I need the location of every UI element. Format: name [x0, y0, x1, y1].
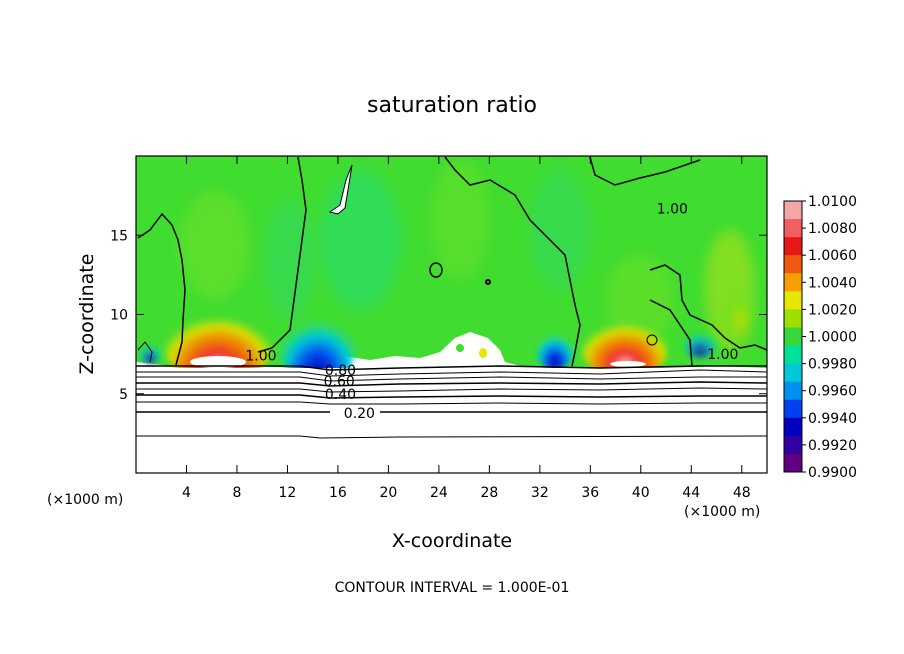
colorbar-label: 0.9980: [808, 357, 857, 373]
colorbar-label: 1.0020: [808, 302, 857, 318]
colorbar-swatch: [784, 255, 802, 274]
x-tick-label: 40: [632, 485, 650, 501]
y-tick-label: 15: [110, 228, 128, 244]
colorbar-swatch: [784, 381, 802, 401]
colorbar-swatch: [784, 201, 802, 220]
colorbar: 1.0100 1.0080 1.0060 1.0040 1.0020 1.0000 0.99…: [783, 194, 857, 481]
colorbar-swatch: [784, 399, 802, 419]
x-tick-label: 32: [531, 485, 549, 501]
colorbar-label: 0.9920: [808, 438, 857, 454]
colorbar-label: 1.0000: [808, 330, 857, 346]
colorbar-label: 0.9900: [808, 465, 857, 481]
contour-label: 1.00: [657, 201, 688, 217]
colorbar-swatch: [784, 453, 802, 473]
colorbar-label: 1.0040: [808, 275, 857, 291]
contour-label: 0.80: [325, 363, 356, 379]
x-tick-label: 48: [733, 485, 751, 501]
x-ticks: 4 8 12 16 20 24 28 32 36 40 44 48: [182, 156, 751, 501]
colorbar-swatch: [784, 327, 802, 347]
contour-label: 1.00: [707, 347, 738, 363]
contour-label: 0.40: [325, 387, 356, 403]
saturation-field: [136, 156, 767, 473]
y-tick-label: 10: [110, 308, 128, 324]
colorbar-swatch: [784, 345, 802, 365]
colorbar-label: 0.9940: [808, 411, 857, 427]
y-axis-label: Z-coordinate: [76, 254, 98, 375]
x-tick-label: 44: [682, 485, 700, 501]
colorbar-swatch: [784, 417, 802, 437]
x-unit-right: (×1000 m): [684, 504, 760, 520]
contour-label: 0.20: [344, 406, 375, 422]
colorbar-swatch: [784, 309, 802, 328]
contour-labels: 1.00 1.00 1.00 0.800.600.40 0.20: [245, 201, 738, 421]
x-tick-label: 12: [279, 485, 297, 501]
colorbar-swatch: [784, 291, 802, 310]
x-tick-label: 16: [329, 485, 347, 501]
colorbar-label: 1.0060: [808, 248, 857, 264]
x-axis-label: X-coordinate: [392, 530, 512, 552]
contour-label: 1.00: [245, 349, 276, 365]
x-tick-label: 24: [430, 485, 448, 501]
colorbar-label: 1.0100: [808, 194, 857, 210]
colorbar-swatch: [784, 237, 802, 256]
x-tick-label: 36: [581, 485, 599, 501]
colorbar-swatch: [784, 219, 802, 238]
colorbar-swatch: [784, 363, 802, 383]
chart-title: saturation ratio: [367, 93, 537, 118]
contour-lines: [136, 156, 767, 439]
x-tick-label: 8: [232, 485, 241, 501]
contour-label: 0.60: [324, 374, 355, 390]
y-tick-label: 5: [119, 387, 128, 403]
contour-interval-note: CONTOUR INTERVAL = 1.000E-01: [335, 580, 570, 596]
x-tick-label: 20: [379, 485, 397, 501]
y-ticks: 5 10 15: [110, 228, 767, 403]
colorbar-swatch: [784, 273, 802, 292]
x-tick-label: 28: [480, 485, 498, 501]
colorbar-label: 0.9960: [808, 384, 857, 400]
x-unit-left: (×1000 m): [47, 492, 123, 508]
colorbar-label: 1.0080: [808, 221, 857, 237]
x-tick-label: 4: [182, 485, 191, 501]
colorbar-swatch: [784, 435, 802, 455]
